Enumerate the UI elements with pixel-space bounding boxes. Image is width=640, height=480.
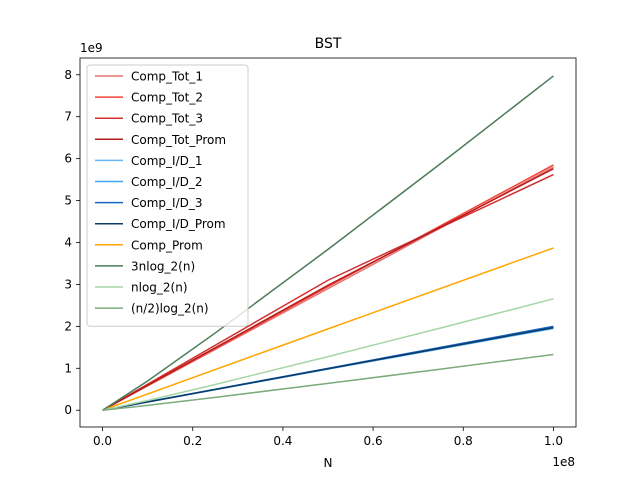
x-tick-label: 0.8 [454, 434, 473, 448]
legend-box [86, 64, 249, 327]
legend-label-7: Comp_I/D_Prom [131, 217, 226, 231]
y-tick-label: 0 [64, 403, 72, 417]
y-tick-label: 4 [64, 236, 72, 250]
legend-label-6: Comp_I/D_3 [131, 196, 202, 210]
chart-title: BST [315, 36, 342, 52]
y-tick-label: 2 [64, 319, 72, 333]
x-axis-label: N [324, 456, 333, 470]
legend-label-11: (n/2)log_2(n) [131, 302, 209, 316]
legend-label-9: 3nlog_2(n) [131, 259, 195, 273]
series-layer [102, 75, 554, 411]
y-tick-label: 3 [64, 277, 72, 291]
legend-label-8: Comp_Prom [131, 238, 203, 252]
x-axis-offset-label: 1e8 [552, 455, 575, 469]
y-tick-label: 7 [64, 110, 72, 124]
series-line-2 [102, 173, 554, 411]
legend-label-4: Comp_I/D_1 [131, 154, 202, 168]
x-tick-label: 0.6 [364, 434, 383, 448]
y-tick-label: 6 [64, 152, 72, 166]
x-tick-label: 1.0 [544, 434, 563, 448]
legend-label-2: Comp_Tot_3 [131, 112, 203, 126]
legend-label-10: nlog_2(n) [131, 281, 188, 295]
series-line-3 [102, 168, 554, 411]
series-line-9 [102, 75, 554, 411]
axes-layer: 0.0 0.2 0.4 0.6 0.8 1.0 0 1 2 3 4 5 6 7 8 [64, 57, 577, 448]
x-tick-label: 0.4 [273, 434, 292, 448]
series-line-11 [102, 353, 554, 411]
y-tick-label: 5 [64, 194, 72, 208]
legend-label-5: Comp_I/D_2 [131, 175, 202, 189]
series-line-8 [102, 247, 554, 411]
y-tick-label: 1 [64, 361, 72, 375]
y-tick-label: 8 [64, 68, 72, 82]
legend-label-0: Comp_Tot_1 [131, 70, 203, 84]
x-tick-label: 0.2 [183, 434, 202, 448]
legend-label-3: Comp_Tot_Prom [131, 133, 226, 147]
legend: Comp_Tot_1 Comp_Tot_2 Comp_Tot_3 Comp_Tot_P… [86, 64, 249, 327]
x-tick-label: 0.0 [93, 434, 112, 448]
series-line-7 [102, 326, 554, 411]
y-axis-offset-label: 1e9 [80, 41, 103, 55]
legend-label-1: Comp_Tot_2 [131, 91, 203, 105]
series-line-10 [102, 298, 554, 411]
